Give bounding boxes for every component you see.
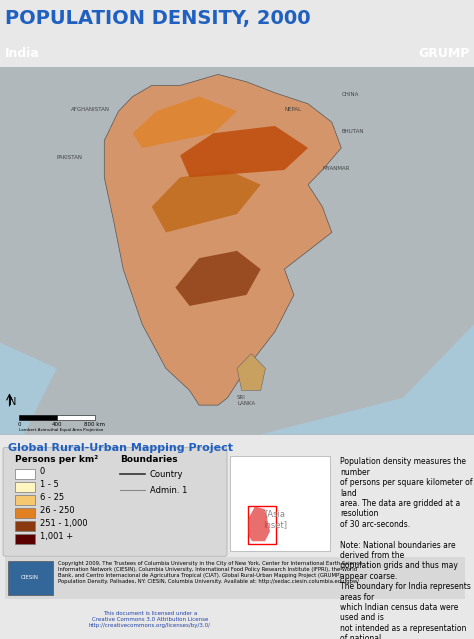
Text: 1,001 +: 1,001 +: [40, 532, 73, 541]
Text: Copyright 2009, The Trustees of Columbia University in the City of New York, Cen: Copyright 2009, The Trustees of Columbia…: [58, 561, 363, 583]
Polygon shape: [180, 126, 308, 178]
Text: 400: 400: [52, 422, 62, 427]
Text: N: N: [9, 397, 17, 407]
Text: CHINA: CHINA: [341, 93, 359, 98]
Bar: [15, 521, 35, 531]
Text: POPULATION DENSITY, 2000: POPULATION DENSITY, 2000: [5, 9, 310, 28]
Text: Population density measures the number
of persons per square kilometer of land
a: Population density measures the number o…: [340, 458, 473, 639]
Text: 6 - 25: 6 - 25: [40, 493, 64, 502]
Bar: [19, 415, 57, 420]
Text: Persons per km²: Persons per km²: [15, 456, 98, 465]
Text: Boundaries: Boundaries: [120, 456, 178, 465]
Text: Admin. 1: Admin. 1: [150, 486, 187, 495]
Bar: [15, 470, 35, 479]
Polygon shape: [0, 343, 57, 435]
Text: MYANMAR: MYANMAR: [322, 166, 350, 171]
Polygon shape: [104, 75, 341, 405]
Text: Lambert Azimuthal Equal Area Projection: Lambert Azimuthal Equal Area Projection: [19, 428, 103, 432]
Bar: [57, 415, 95, 420]
Text: PAKISTAN: PAKISTAN: [57, 155, 83, 160]
Bar: [8, 561, 53, 595]
Text: SRI
LANKA: SRI LANKA: [237, 396, 255, 406]
Text: Country: Country: [150, 470, 183, 479]
Text: India: India: [5, 47, 40, 60]
Text: This document is licensed under a
Creative Commons 3.0 Attribution License
http:: This document is licensed under a Creati…: [89, 611, 211, 627]
Bar: [15, 482, 35, 493]
Text: [Asia
Inset]: [Asia Inset]: [263, 510, 287, 529]
Bar: [248, 506, 276, 544]
Text: 0: 0: [17, 422, 21, 427]
Bar: [15, 534, 35, 544]
Text: AFGHANISTAN: AFGHANISTAN: [71, 107, 110, 112]
Polygon shape: [237, 354, 265, 390]
Text: BHUTAN: BHUTAN: [341, 129, 364, 134]
Text: 1 - 5: 1 - 5: [40, 480, 59, 489]
Text: NEPAL: NEPAL: [284, 107, 301, 112]
Polygon shape: [133, 96, 237, 148]
FancyBboxPatch shape: [3, 447, 227, 556]
Text: 0: 0: [40, 467, 45, 476]
Polygon shape: [0, 67, 474, 435]
Bar: [230, 456, 330, 551]
Text: 251 - 1,000: 251 - 1,000: [40, 519, 88, 528]
Bar: [15, 509, 35, 518]
Text: 800 km: 800 km: [84, 422, 105, 427]
Polygon shape: [261, 325, 474, 435]
Bar: [15, 495, 35, 505]
Text: CIESIN: CIESIN: [21, 574, 39, 580]
Polygon shape: [152, 170, 261, 233]
Polygon shape: [248, 506, 270, 541]
Text: Global Rural-Urban Mapping Project: Global Rural-Urban Mapping Project: [8, 443, 233, 454]
Text: 26 - 250: 26 - 250: [40, 506, 74, 515]
Polygon shape: [175, 250, 261, 306]
Text: GRUMP: GRUMP: [418, 47, 469, 60]
Bar: [5, 557, 465, 599]
